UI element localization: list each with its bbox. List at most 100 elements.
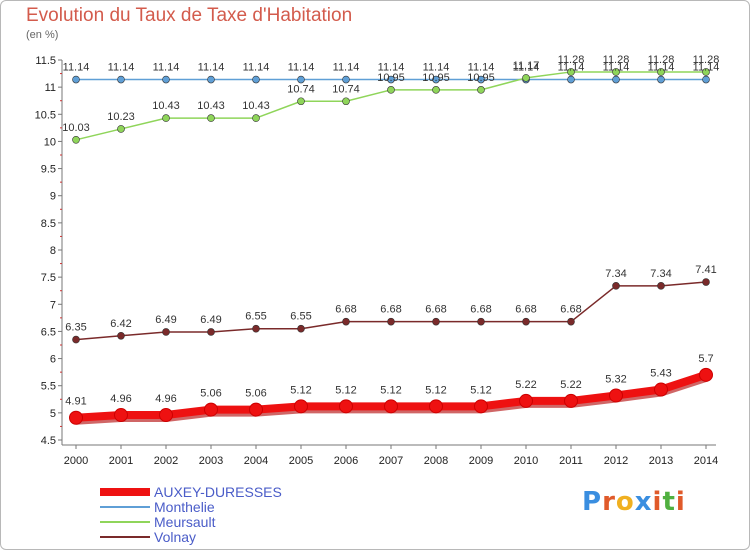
- chart-title: Evolution du Taux de Taxe d'Habitation: [26, 5, 353, 26]
- data-point: [522, 317, 530, 326]
- data-label: 11.14: [648, 62, 675, 74]
- data-label: 6.55: [290, 311, 311, 323]
- data-point: [72, 335, 80, 344]
- data-label: 7.34: [605, 268, 626, 280]
- x-tick-label: 2010: [514, 455, 538, 467]
- data-label: 6.55: [245, 311, 266, 323]
- axes: [61, 60, 716, 446]
- data-point: [387, 86, 395, 94]
- data-point: [342, 75, 350, 84]
- data-label: 6.42: [110, 318, 131, 330]
- legend-label: Monthelie: [154, 499, 215, 515]
- y-tick-label: 5.5: [41, 381, 56, 393]
- data-point: [162, 75, 170, 84]
- proxiti-logo: Proxiti: [582, 487, 686, 517]
- data-label: 11.28: [558, 54, 585, 66]
- data-point: [207, 328, 215, 336]
- logo-letter: x: [634, 487, 653, 517]
- data-point: [612, 75, 620, 84]
- data-point: [162, 328, 170, 336]
- data-point: [387, 75, 395, 84]
- y-tick-label: 4.5: [41, 435, 56, 447]
- data-label: 11.14: [108, 62, 135, 74]
- data-label: 11.14: [423, 62, 450, 74]
- data-point: [249, 402, 263, 417]
- y-tick-label: 11: [45, 82, 56, 94]
- data-point: [297, 324, 305, 333]
- data-label: 4.96: [155, 393, 176, 405]
- x-tick-label: 2004: [244, 455, 268, 467]
- y-tick-label: 7: [50, 299, 56, 311]
- data-label: 6.68: [470, 304, 491, 316]
- data-point: [474, 399, 488, 414]
- x-tick-label: 2012: [604, 455, 628, 467]
- y-tick-label: 7.5: [41, 272, 56, 284]
- logo-letter: t: [662, 487, 676, 517]
- data-point: [204, 402, 218, 417]
- data-point: [162, 114, 170, 122]
- data-point: [72, 136, 80, 144]
- data-point: [252, 324, 260, 333]
- data-point: [432, 317, 440, 326]
- data-label: 11.14: [513, 62, 540, 74]
- data-point: [294, 399, 308, 414]
- x-tick-label: 2005: [289, 455, 313, 467]
- data-point: [702, 75, 710, 84]
- data-label: 11.14: [468, 62, 495, 74]
- data-label: 4.96: [110, 393, 131, 405]
- data-point: [207, 114, 215, 122]
- data-point: [342, 317, 350, 326]
- data-label: 10.95: [422, 72, 450, 84]
- data-label: 6.49: [200, 314, 221, 326]
- logo-letter: r: [602, 487, 616, 517]
- data-label: 11.14: [603, 62, 630, 74]
- data-label: 5.12: [470, 384, 491, 396]
- legend-label: AUXEY-DURESSES: [154, 484, 282, 500]
- data-label: 11.28: [693, 54, 720, 66]
- x-tick-label: 2006: [334, 455, 358, 467]
- data-label: 5.43: [650, 368, 671, 380]
- data-label: 11.17: [513, 60, 540, 72]
- data-label: 5.22: [560, 379, 581, 391]
- x-tick-label: 2009: [469, 455, 493, 467]
- data-label: 5.06: [200, 388, 221, 400]
- x-tick-label: 2007: [379, 455, 403, 467]
- y-tick-label: 10: [44, 136, 56, 148]
- x-tick-label: 2014: [694, 455, 718, 467]
- y-tick-label: 5: [50, 408, 56, 420]
- data-label: 11.14: [153, 62, 180, 74]
- x-tick-label: 2008: [424, 455, 448, 467]
- x-tick-label: 2002: [154, 455, 178, 467]
- data-label: 10.74: [287, 83, 315, 95]
- data-point: [339, 399, 353, 414]
- data-point: [657, 68, 665, 76]
- data-point: [114, 408, 128, 423]
- y-tick-label: 6: [50, 354, 56, 366]
- data-point: [702, 68, 710, 76]
- data-point: [519, 393, 533, 408]
- data-label: 10.74: [332, 83, 360, 95]
- y-tick-label: 9.5: [41, 164, 56, 176]
- logo-letter: P: [582, 487, 603, 517]
- data-label: 11.28: [603, 54, 630, 66]
- x-tick-label: 2003: [199, 455, 223, 467]
- data-label: 11.14: [378, 62, 405, 74]
- data-point: [342, 97, 350, 106]
- data-point: [567, 75, 575, 84]
- data-label: 11.14: [333, 62, 360, 74]
- data-point: [567, 68, 575, 76]
- data-label: 5.12: [425, 384, 446, 396]
- data-point: [297, 97, 305, 106]
- y-tick-label: 8: [50, 245, 56, 257]
- y-tick-label: 8.5: [41, 218, 56, 230]
- data-label: 11.14: [243, 62, 270, 74]
- data-point: [564, 393, 578, 408]
- data-label: 6.68: [515, 304, 536, 316]
- data-label: 10.43: [152, 100, 180, 112]
- data-point: [522, 74, 530, 82]
- y-tick-label: 10.5: [35, 109, 56, 121]
- data-label: 5.7: [698, 353, 713, 365]
- data-label: 11.28: [648, 54, 675, 66]
- data-point: [297, 75, 305, 84]
